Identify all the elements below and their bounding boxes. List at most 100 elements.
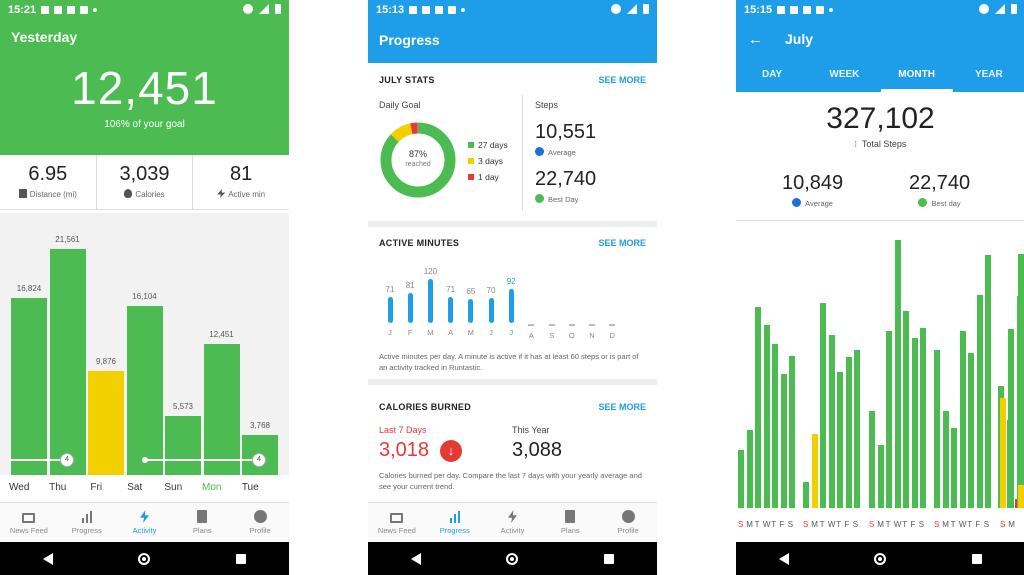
metric-distance[interactable]: 6.95 Distance (mi) — [0, 155, 97, 209]
tab-profile[interactable]: Profile — [599, 503, 657, 542]
month-column[interactable]: 120 M — [421, 267, 439, 337]
day-bar[interactable] — [165, 416, 201, 475]
goal-line — [145, 459, 263, 461]
day-bar[interactable] — [49, 248, 86, 475]
day-bar[interactable] — [126, 305, 163, 475]
day-bar[interactable] — [1018, 434, 1024, 508]
day-bar[interactable] — [1016, 296, 1023, 508]
day-bar[interactable] — [1018, 484, 1024, 508]
month-column[interactable]: S — [543, 315, 561, 340]
day-bar[interactable] — [746, 430, 753, 508]
day-bar[interactable] — [903, 310, 909, 508]
day-label[interactable]: Tue — [241, 482, 259, 493]
recents-icon[interactable] — [236, 553, 247, 564]
weekday-letter: M — [1008, 520, 1015, 529]
home-icon[interactable] — [874, 552, 887, 565]
system-nav-bar — [0, 542, 289, 575]
recents-icon[interactable] — [604, 553, 615, 564]
day-bar[interactable] — [976, 294, 983, 508]
day-bar[interactable] — [738, 449, 744, 508]
tab-progress[interactable]: Progress — [426, 503, 484, 542]
day-label[interactable]: Fri — [90, 482, 103, 493]
recents-icon[interactable] — [972, 553, 983, 564]
day-label[interactable]: Mon — [202, 482, 222, 493]
day-bar[interactable] — [854, 349, 860, 508]
day-bar[interactable] — [869, 410, 875, 508]
card-title: JULY STATS — [379, 75, 435, 85]
month-column[interactable]: 70 J — [482, 286, 500, 338]
day-bar[interactable] — [828, 335, 835, 508]
day-bar[interactable] — [877, 444, 884, 508]
day-bar[interactable] — [886, 331, 892, 508]
month-column[interactable]: N — [583, 315, 601, 340]
month-column[interactable]: O — [563, 315, 581, 340]
weekday-letter: W — [958, 520, 967, 529]
metric-calories[interactable]: 3,039 Calories — [97, 155, 194, 209]
tab-news-feed[interactable]: News Feed — [0, 503, 58, 542]
day-bar[interactable] — [203, 344, 240, 475]
month-column[interactable]: D — [603, 315, 621, 340]
month-column[interactable]: 71 A — [442, 285, 460, 337]
day-bar[interactable] — [894, 240, 901, 508]
last7-value: 3,018 — [379, 439, 430, 461]
status-bar: 15:15 — [736, 0, 1024, 19]
back-icon[interactable] — [778, 552, 789, 565]
day-bar[interactable] — [789, 355, 795, 508]
weekday-letter: W — [893, 520, 902, 529]
day-bar[interactable] — [920, 327, 926, 508]
month-column[interactable]: A — [522, 315, 540, 340]
day-bar[interactable] — [942, 410, 949, 508]
month-column[interactable]: 92 J — [502, 277, 520, 337]
day-bar[interactable] — [968, 353, 974, 508]
tab-month[interactable]: MONTH — [880, 59, 953, 92]
tab-plans[interactable]: Plans — [541, 503, 599, 542]
day-bar[interactable] — [88, 371, 124, 475]
tab-profile[interactable]: Profile — [231, 503, 289, 542]
exit-icon — [448, 5, 457, 14]
back-icon[interactable] — [42, 552, 53, 565]
tab-week[interactable]: WEEK — [829, 69, 860, 80]
tab-plans[interactable]: Plans — [173, 503, 231, 542]
day-bar[interactable] — [820, 303, 826, 508]
tab-news-feed[interactable]: News Feed — [368, 503, 426, 542]
bolt-icon — [217, 189, 226, 198]
home-icon[interactable] — [138, 552, 151, 565]
tab-activity[interactable]: Activity — [484, 503, 542, 542]
day-bar[interactable] — [1008, 329, 1015, 508]
metric-active-min[interactable]: 81 Active min — [193, 155, 289, 209]
metrics-row: 6.95 Distance (mi) 3,039 Calories 81 Act… — [0, 155, 289, 210]
day-bar[interactable] — [959, 331, 966, 508]
see-more-link[interactable]: SEE MORE — [598, 75, 646, 85]
day-bar[interactable] — [985, 254, 991, 508]
day-label[interactable]: Wed — [9, 482, 30, 493]
month-column[interactable]: 65 M — [462, 287, 480, 337]
day-bar[interactable] — [11, 298, 47, 475]
month-column[interactable]: 71 J — [381, 285, 399, 337]
day-bar[interactable] — [837, 371, 843, 508]
day-bar[interactable] — [1000, 398, 1006, 508]
tab-progress[interactable]: Progress — [58, 503, 116, 542]
see-more-link[interactable]: SEE MORE — [598, 402, 646, 412]
day-bar[interactable] — [780, 374, 787, 508]
home-icon[interactable] — [506, 552, 519, 565]
day-label[interactable]: Sat — [127, 482, 143, 493]
tab-day[interactable]: DAY — [762, 69, 783, 80]
tab-activity[interactable]: Activity — [116, 503, 174, 542]
day-bar[interactable] — [934, 349, 940, 508]
day-bar[interactable] — [811, 433, 818, 508]
see-more-link[interactable]: SEE MORE — [598, 238, 646, 248]
day-bar[interactable] — [951, 427, 957, 508]
day-bar[interactable] — [772, 343, 778, 508]
back-icon[interactable] — [410, 552, 421, 565]
day-bar[interactable] — [911, 337, 918, 508]
back-arrow-icon[interactable]: ← — [748, 30, 763, 48]
day-bar[interactable] — [845, 357, 852, 508]
activity-icon — [137, 510, 151, 523]
day-label[interactable]: Thu — [49, 482, 67, 493]
day-bar[interactable] — [755, 307, 761, 508]
day-bar[interactable] — [763, 325, 770, 508]
day-label[interactable]: Sun — [164, 482, 183, 493]
tab-year[interactable]: YEAR — [974, 69, 1003, 80]
month-column[interactable]: 81 F — [401, 281, 419, 337]
day-bar[interactable] — [803, 482, 809, 508]
